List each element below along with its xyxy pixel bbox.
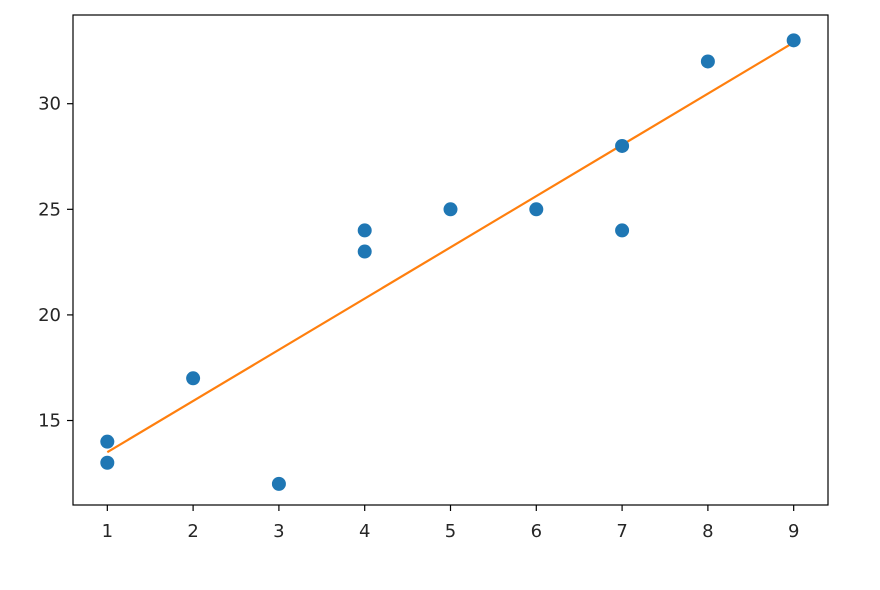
x-tick-label: 1 [102, 521, 113, 542]
y-tick-label: 30 [38, 94, 61, 115]
scatter-point [615, 223, 630, 238]
x-tick-label: 4 [359, 521, 370, 542]
x-tick-label: 6 [531, 521, 542, 542]
y-axis: 15 20 25 30 [38, 94, 73, 432]
fit-line [106, 41, 795, 454]
x-tick-label: 7 [616, 521, 627, 542]
x-tick-label: 2 [187, 521, 198, 542]
scatter-point [615, 138, 630, 153]
scatter-point [443, 202, 458, 217]
x-tick-label: 5 [445, 521, 456, 542]
series-layer [100, 33, 801, 491]
y-tick-label: 15 [38, 411, 61, 432]
scatter-point [357, 223, 372, 238]
x-tick-label: 8 [702, 521, 713, 542]
scatter-point [100, 434, 115, 449]
x-tick-label: 3 [273, 521, 284, 542]
x-tick-label: 9 [788, 521, 799, 542]
scatter-point [357, 244, 372, 259]
scatter-point [529, 202, 544, 217]
scatter-point [700, 54, 715, 69]
scatter-point [271, 476, 286, 491]
x-axis: 1 2 3 4 5 6 7 8 9 [102, 505, 799, 542]
y-tick-label: 20 [38, 305, 61, 326]
y-tick-label: 25 [38, 199, 61, 220]
scatter-point [186, 371, 201, 386]
scatter-point [786, 33, 801, 48]
scatter-point [100, 455, 115, 470]
